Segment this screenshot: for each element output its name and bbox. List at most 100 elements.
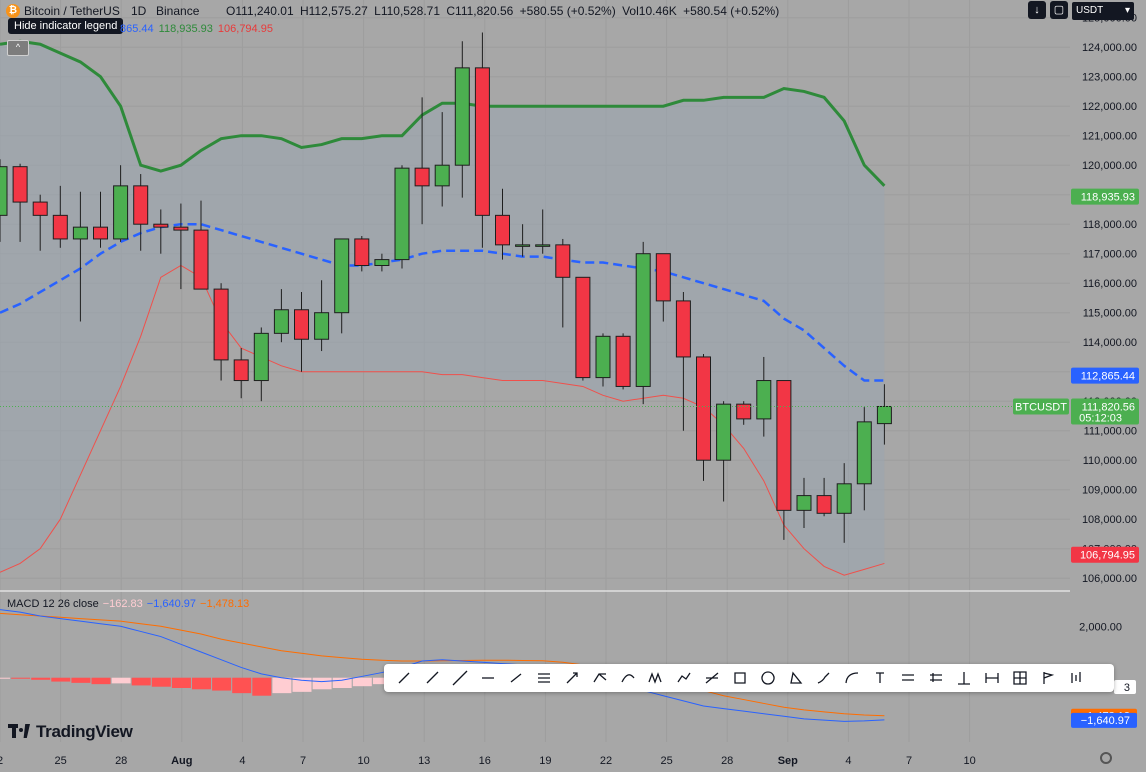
curve-icon[interactable]: [614, 666, 642, 690]
candle: [454, 41, 470, 198]
candle: [273, 289, 289, 343]
symbol-name[interactable]: Bitcoin / TetherUS: [24, 4, 120, 18]
xabcd-icon[interactable]: [642, 666, 670, 690]
text-icon[interactable]: [866, 666, 894, 690]
long-position-icon[interactable]: [894, 666, 922, 690]
trend-line-icon[interactable]: [390, 666, 418, 690]
date-price-range-icon[interactable]: [1006, 666, 1034, 690]
candle: [52, 185, 68, 248]
x-tick-label: 7: [300, 755, 306, 767]
x-tick-label: 25: [54, 755, 66, 767]
y-tick-label: 109,000.00: [1082, 485, 1137, 497]
candle: [72, 191, 88, 322]
timeframe[interactable]: 1D: [131, 4, 147, 18]
tradingview-logo[interactable]: TradingView: [8, 722, 133, 742]
macd-histogram-bar: [212, 677, 232, 691]
change-value-2: +580.54 (+0.52%): [683, 4, 780, 18]
x-tick-label: 28: [721, 755, 733, 767]
candle: [535, 209, 551, 254]
x-tick-label: 4: [845, 755, 851, 767]
horizontal-line-icon[interactable]: [474, 666, 502, 690]
candle-body: [414, 167, 430, 187]
horizontal-ray-icon[interactable]: [502, 666, 530, 690]
candle-body: [394, 167, 410, 261]
legend-tooltip: Hide indicator legend: [8, 18, 124, 34]
candle: [555, 238, 571, 328]
symbol-tag-bg: [1013, 398, 1069, 415]
candle: [193, 200, 209, 290]
candle: [334, 238, 350, 334]
exchange: Binance: [156, 4, 200, 18]
short-position-icon[interactable]: [922, 666, 950, 690]
candle: [876, 384, 892, 445]
candle-body: [153, 223, 169, 228]
candle: [595, 333, 611, 387]
macd-histogram-bar: [292, 677, 312, 692]
macd-hidden-label: 3: [1114, 680, 1136, 694]
candle-body: [836, 483, 852, 514]
x-tick-label: 16: [479, 755, 491, 767]
flag-icon[interactable]: [1034, 666, 1062, 690]
candle-body: [675, 300, 691, 358]
parallel-channel-icon[interactable]: [530, 666, 558, 690]
candle-body: [354, 238, 370, 266]
x-tick-label: 25: [660, 755, 672, 767]
path-icon[interactable]: [670, 666, 698, 690]
candle-body: [434, 164, 450, 187]
ray-icon[interactable]: [418, 666, 446, 690]
candle: [113, 165, 129, 242]
macd-histogram-bar: [131, 677, 151, 686]
change-value: +580.55 (+0.52%): [519, 4, 616, 18]
triangle-icon[interactable]: [782, 666, 810, 690]
macd-line-value: −1,640.97: [146, 598, 197, 610]
x-tick-label: 22: [600, 755, 612, 767]
brush-icon[interactable]: [810, 666, 838, 690]
low-value: 110,528.71: [380, 4, 441, 18]
currency-select[interactable]: USDT ▾: [1072, 2, 1134, 20]
candle: [675, 292, 691, 431]
macd-line: [0, 609, 885, 722]
bb-upper-line: [0, 39, 886, 187]
arc-icon[interactable]: [838, 666, 866, 690]
candle: [756, 356, 772, 437]
price-range-icon[interactable]: [950, 666, 978, 690]
x-tick-label: 7: [906, 755, 912, 767]
price-label-bg: [1071, 367, 1139, 384]
bb-upper-value: 118,935.93: [158, 23, 213, 35]
arrow-down-icon[interactable]: ↓: [1028, 1, 1046, 19]
macd-histogram-bar: [11, 677, 31, 679]
candle-body: [635, 253, 651, 387]
candle-body: [535, 244, 551, 247]
candle-body: [575, 276, 591, 379]
bb-lower-line: [0, 264, 885, 576]
candle-body: [273, 309, 289, 334]
candle: [233, 348, 249, 399]
rectangle-icon[interactable]: [726, 666, 754, 690]
candle: [856, 407, 872, 511]
price-label-bg: [1071, 398, 1139, 425]
candle-body: [655, 253, 671, 302]
open-label: O: [226, 4, 236, 18]
fib-retracement-icon[interactable]: [698, 666, 726, 690]
x-tick-label: 10: [963, 755, 975, 767]
price-label-text: 106,794.95: [1080, 550, 1135, 562]
pitchfork-icon[interactable]: [586, 666, 614, 690]
candles-icon[interactable]: [1062, 666, 1090, 690]
chart-header: ₿ Bitcoin / TetherUS 1D Binance O111,240…: [0, 0, 1146, 22]
price-label-bg: [1071, 546, 1139, 563]
macd-name[interactable]: MACD 12 26 close: [7, 598, 99, 610]
collapse-legend-button[interactable]: ^: [7, 40, 29, 56]
price-axis-bg: [1070, 22, 1146, 772]
gear-icon[interactable]: [1100, 752, 1112, 764]
bollinger-band-fill: [0, 41, 885, 576]
candle-body: [474, 67, 490, 216]
macd-histogram-bar: [171, 677, 191, 688]
date-range-icon[interactable]: [978, 666, 1006, 690]
candle-body: [193, 229, 209, 290]
circle-icon[interactable]: [754, 666, 782, 690]
fullscreen-icon[interactable]: ▢: [1050, 1, 1068, 19]
extended-line-icon[interactable]: [446, 666, 474, 690]
arrow-icon[interactable]: [558, 666, 586, 690]
